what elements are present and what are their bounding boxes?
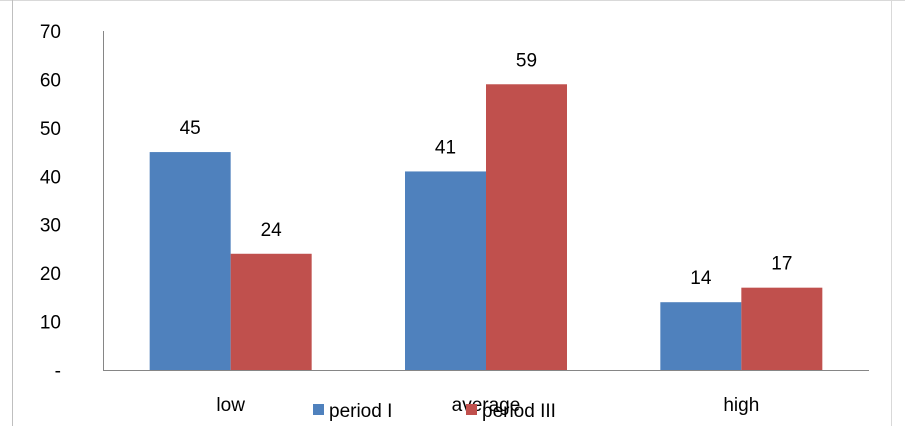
data-label: 59 (516, 50, 537, 71)
y-tick-label: - (55, 361, 61, 382)
bar-period-i-average (405, 171, 486, 370)
y-tick-label: 30 (40, 216, 61, 237)
data-label: 24 (261, 220, 283, 241)
data-label: 14 (690, 268, 712, 289)
y-tick-label: 40 (40, 167, 61, 188)
legend-swatch (466, 404, 477, 415)
data-label: 41 (435, 137, 456, 158)
x-category-label: high (723, 395, 759, 416)
x-category-label: low (216, 395, 245, 416)
data-label: 45 (180, 118, 201, 139)
data-label: 17 (771, 254, 792, 275)
y-tick-label: 70 (40, 22, 61, 43)
legend-label: period III (482, 401, 556, 422)
legend-swatch (313, 404, 324, 415)
y-tick-label: 50 (40, 119, 61, 140)
bar-period-iii-average (486, 84, 567, 371)
legend-label: period I (329, 401, 392, 422)
plot-area: -102030405060704524low4159average1417hig… (40, 22, 869, 416)
bar-period-iii-low (230, 253, 312, 370)
y-tick-label: 20 (40, 264, 61, 285)
legend: period I period III (313, 401, 556, 422)
bar-period-iii-high (741, 287, 823, 370)
bar-period-i-low (149, 152, 231, 370)
y-tick-label: 60 (40, 70, 61, 91)
y-tick-label: 10 (40, 313, 61, 334)
bar-period-i-high (660, 302, 742, 370)
